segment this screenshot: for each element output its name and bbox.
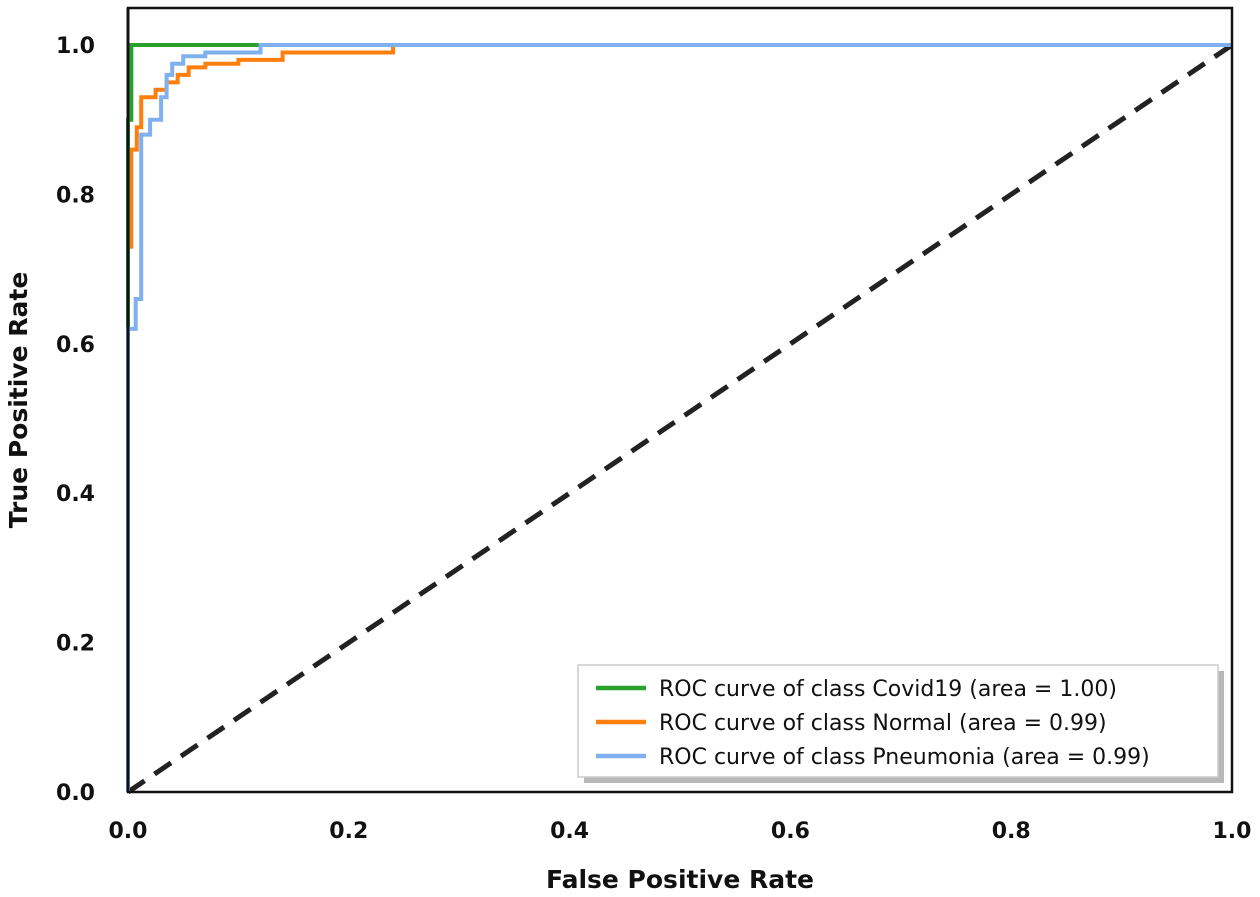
axis-ticks: 0.0 0.2 0.4 0.6 0.8 1.0 0.0 0.2 0.4 0.6 0.8 1.0: [56, 34, 1251, 844]
plot-frame: [126, 6, 1234, 794]
x-axis-title: False Positive Rate: [546, 865, 814, 894]
y-tick-label: 1.0: [56, 34, 95, 59]
x-tick-label: 0.6: [771, 819, 810, 844]
legend-label-normal: ROC curve of class Normal (area = 0.99): [659, 711, 1107, 736]
y-tick-label: 0.8: [56, 183, 95, 208]
y-tick-label: 0.4: [56, 482, 95, 507]
roc-line-normal: [126, 43, 1232, 792]
roc-line-pneumonia: [126, 43, 1232, 792]
x-tick-label: 0.4: [550, 819, 589, 844]
y-tick-label: 0.0: [56, 781, 95, 806]
x-tick-label: 1.0: [1213, 819, 1252, 844]
x-tick-label: 0.8: [992, 819, 1031, 844]
x-tick-label: 0.0: [109, 819, 148, 844]
legend-label-pneumonia: ROC curve of class Pneumonia (area = 0.9…: [659, 745, 1150, 770]
x-tick-label: 0.2: [329, 819, 368, 844]
y-axis-title: True Positive Rate: [4, 272, 33, 529]
y-tick-label: 0.6: [56, 333, 95, 358]
legend-box: [577, 664, 1219, 778]
plot-area: [126, 6, 1234, 795]
legend-label-covid19: ROC curve of class Covid19 (area = 1.00): [659, 677, 1117, 702]
legend: ROC curve of class Covid19 (area = 1.00)…: [577, 664, 1224, 783]
y-tick-label: 0.2: [56, 632, 95, 657]
